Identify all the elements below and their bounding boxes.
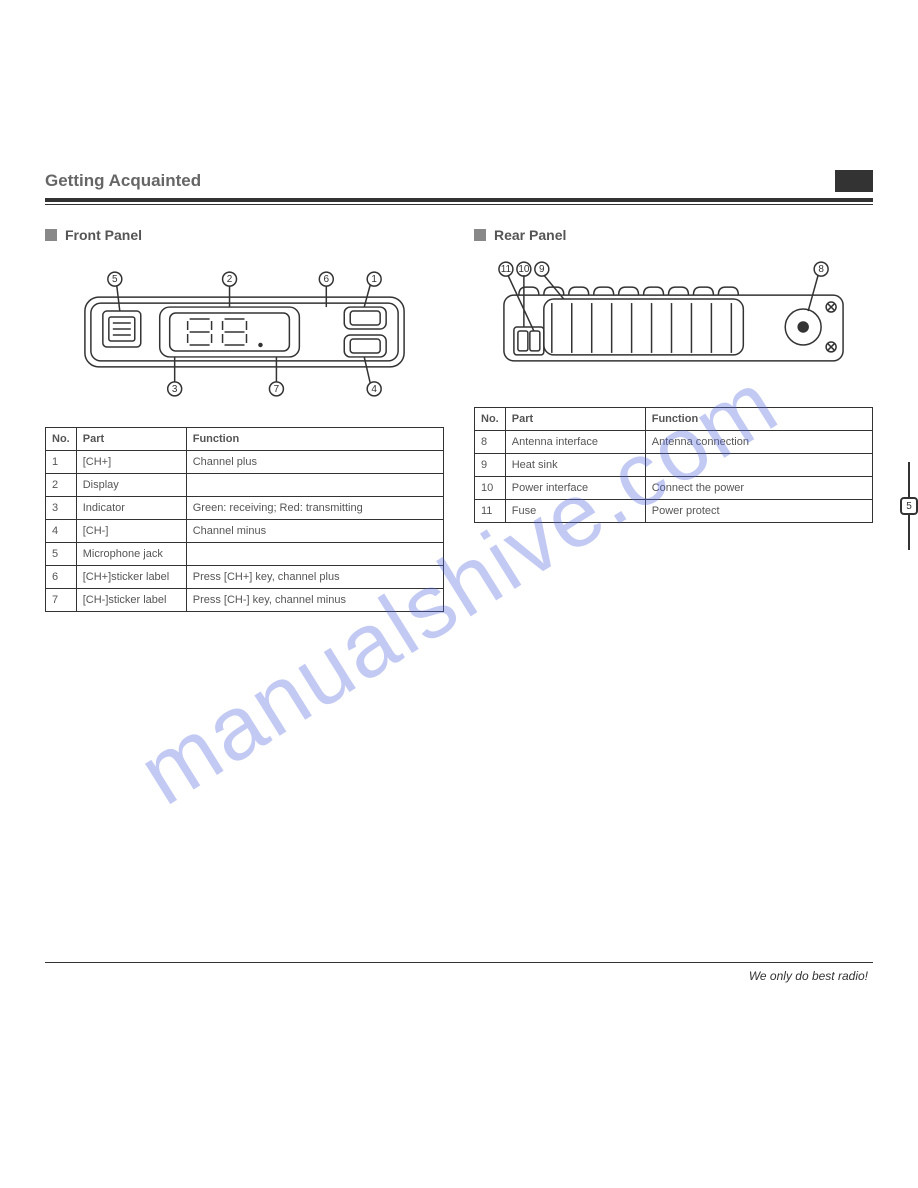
title-row: Getting Acquainted bbox=[45, 170, 873, 192]
front-th-part: Part bbox=[76, 428, 186, 451]
front-th-func: Function bbox=[186, 428, 443, 451]
left-column: Front Panel bbox=[45, 227, 444, 612]
rear-section-head: Rear Panel bbox=[474, 227, 873, 243]
table-row: 2Display bbox=[46, 474, 444, 497]
rear-table: No. Part Function 8Antenna interfaceAnte… bbox=[474, 407, 873, 523]
two-column-layout: Front Panel bbox=[45, 227, 873, 612]
svg-text:7: 7 bbox=[274, 384, 280, 395]
svg-text:1: 1 bbox=[371, 274, 377, 285]
table-row: 6[CH+]sticker labelPress [CH+] key, chan… bbox=[46, 566, 444, 589]
front-section-head: Front Panel bbox=[45, 227, 444, 243]
rear-th-func: Function bbox=[645, 408, 872, 431]
svg-text:9: 9 bbox=[539, 264, 545, 275]
tab-stem bbox=[908, 462, 910, 497]
svg-text:5: 5 bbox=[112, 274, 118, 285]
rear-heading: Rear Panel bbox=[494, 227, 566, 243]
table-row: 4[CH-]Channel minus bbox=[46, 520, 444, 543]
table-row: 5Microphone jack bbox=[46, 543, 444, 566]
table-row: 1[CH+]Channel plus bbox=[46, 451, 444, 474]
rear-panel-svg: 8 9 10 11 bbox=[474, 257, 873, 387]
footer-divider bbox=[45, 962, 873, 963]
tab-stem bbox=[908, 515, 910, 550]
page-number-badge: 5 bbox=[900, 497, 918, 515]
table-row: 3IndicatorGreen: receiving; Red: transmi… bbox=[46, 497, 444, 520]
page-thumb-tab: 5 bbox=[900, 462, 918, 550]
page-title: Getting Acquainted bbox=[45, 171, 201, 191]
page-content: Getting Acquainted Front Panel bbox=[0, 0, 918, 612]
front-heading: Front Panel bbox=[65, 227, 142, 243]
rear-th-no: No. bbox=[475, 408, 506, 431]
divider-thick bbox=[45, 198, 873, 202]
svg-text:6: 6 bbox=[324, 274, 330, 285]
front-diagram: 1 2 5 6 3 7 4 bbox=[45, 257, 444, 407]
table-row: 8Antenna interfaceAntenna connection bbox=[475, 431, 873, 454]
svg-text:2: 2 bbox=[227, 274, 233, 285]
front-th-no: No. bbox=[46, 428, 77, 451]
table-row: 10Power interfaceConnect the power bbox=[475, 477, 873, 500]
table-row: 9Heat sink bbox=[475, 454, 873, 477]
svg-text:8: 8 bbox=[818, 264, 824, 275]
footer-slogan: We only do best radio! bbox=[749, 969, 868, 983]
svg-text:3: 3 bbox=[172, 384, 178, 395]
right-column: Rear Panel bbox=[474, 227, 873, 612]
front-panel-svg: 1 2 5 6 3 7 4 bbox=[45, 257, 444, 407]
svg-text:4: 4 bbox=[371, 384, 377, 395]
rear-diagram: 8 9 10 11 bbox=[474, 257, 873, 387]
front-table: No. Part Function 1[CH+]Channel plus 2Di… bbox=[45, 427, 444, 612]
divider-thin bbox=[45, 204, 873, 205]
bullet-icon bbox=[474, 229, 486, 241]
table-row: 7[CH-]sticker labelPress [CH-] key, chan… bbox=[46, 589, 444, 612]
svg-text:10: 10 bbox=[518, 264, 530, 275]
svg-text:11: 11 bbox=[501, 264, 512, 275]
bullet-icon bbox=[45, 229, 57, 241]
table-row: 11FusePower protect bbox=[475, 500, 873, 523]
rear-th-part: Part bbox=[505, 408, 645, 431]
header-tab bbox=[835, 170, 873, 192]
